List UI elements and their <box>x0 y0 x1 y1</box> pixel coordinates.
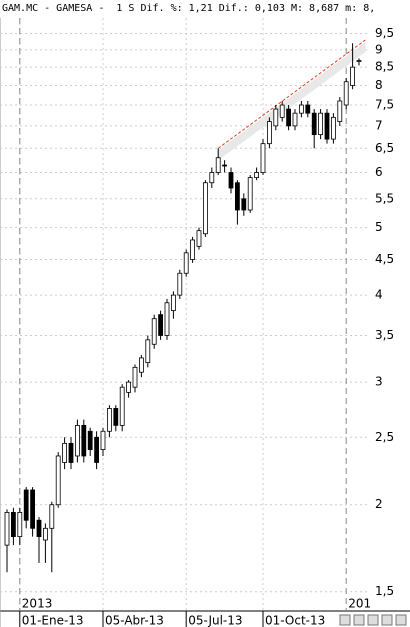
candle-body <box>17 512 23 538</box>
candle-body <box>202 182 208 235</box>
icon[interactable] <box>367 614 379 626</box>
candle-body <box>209 172 215 184</box>
y-tick-label: 7,5 <box>375 98 394 112</box>
candle-body <box>107 408 112 432</box>
icon[interactable] <box>353 614 365 626</box>
candle-body <box>55 455 61 506</box>
year-label: 2013 <box>22 597 53 611</box>
candle-body <box>343 81 349 106</box>
candle-body <box>330 116 336 140</box>
icon[interactable] <box>339 614 351 626</box>
candle-body <box>43 527 48 541</box>
y-tick-label: 1,5 <box>375 584 394 598</box>
candle-body <box>158 314 164 336</box>
year-label: 201 <box>348 597 371 611</box>
candle-body <box>350 66 356 86</box>
candle-body <box>311 112 317 136</box>
candle-body <box>177 272 183 296</box>
y-tick-label: 6 <box>375 165 383 179</box>
candle-body <box>145 339 151 363</box>
y-tick-label: 5 <box>375 220 383 234</box>
candle-body <box>260 143 266 173</box>
candle-body <box>337 100 343 122</box>
candle-body <box>87 430 93 451</box>
candle-body <box>62 442 67 463</box>
icon[interactable] <box>395 614 407 626</box>
candle-body <box>273 108 279 127</box>
candle-body <box>215 157 221 173</box>
candle-body <box>196 230 202 247</box>
candle-body <box>36 519 42 538</box>
y-tick-label: 9 <box>375 42 383 56</box>
candle-body <box>30 489 36 529</box>
y-tick-label: 9,5 <box>375 26 394 40</box>
x-tick-label: 05-Abr-13 <box>105 614 164 627</box>
candle-body <box>228 172 234 189</box>
candle-body <box>190 239 196 260</box>
candle-body <box>151 318 157 345</box>
y-tick-label: 4 <box>375 288 383 302</box>
y-tick-label: 8 <box>375 78 383 92</box>
candle-body <box>94 436 99 463</box>
x-tick-label: 05-Jul-13 <box>188 614 242 627</box>
candle-body <box>119 386 125 426</box>
candle-body <box>324 112 330 140</box>
candle-body <box>286 108 292 127</box>
y-tick-label: 3 <box>375 375 383 389</box>
y-tick-label: 7 <box>375 118 383 132</box>
candle-body <box>23 489 29 521</box>
candle-body <box>164 302 170 336</box>
y-tick-label: 4,5 <box>375 252 394 266</box>
toolbar-icons[interactable] <box>339 614 407 626</box>
candle-body <box>68 442 74 463</box>
y-tick-label: 3,5 <box>375 328 394 342</box>
candle-body <box>254 172 260 178</box>
y-tick-label: 5,5 <box>375 191 394 205</box>
candle-body <box>170 294 176 312</box>
candle-body <box>126 381 131 393</box>
candle-body <box>292 112 298 127</box>
candle-body <box>241 198 247 211</box>
trend-channel <box>218 41 366 161</box>
y-tick-label: 2,5 <box>375 430 394 444</box>
candle-body <box>234 182 240 211</box>
candle-body <box>138 357 144 373</box>
candle-body <box>81 424 87 457</box>
candle-body <box>266 121 272 145</box>
candle-body <box>75 424 80 457</box>
candle-body <box>356 60 362 62</box>
candle-body <box>318 112 324 136</box>
candle-body <box>113 408 119 426</box>
candle-body <box>247 177 253 211</box>
candle-body <box>4 512 10 546</box>
candle-body <box>298 104 304 114</box>
chart-title: GAM.MC - GAMESA - 1 S Dif. %: 1,21 Dif.:… <box>2 3 375 14</box>
candle-body <box>183 252 189 274</box>
candle-body <box>132 366 138 388</box>
x-tick-label: 01-Oct-13 <box>265 614 325 627</box>
candle-body <box>305 104 311 114</box>
x-tick-label: 01-Ene-13 <box>22 614 84 627</box>
icon[interactable] <box>381 614 393 626</box>
candle-body <box>279 104 285 118</box>
candle-body <box>222 164 228 167</box>
y-tick-label: 8,5 <box>375 60 394 74</box>
candle-body <box>49 504 55 529</box>
candle-body <box>10 512 16 538</box>
trend-line <box>217 39 366 149</box>
candle-body <box>100 430 106 451</box>
y-tick-label: 6,5 <box>375 141 394 155</box>
y-tick-label: 2 <box>375 497 383 511</box>
